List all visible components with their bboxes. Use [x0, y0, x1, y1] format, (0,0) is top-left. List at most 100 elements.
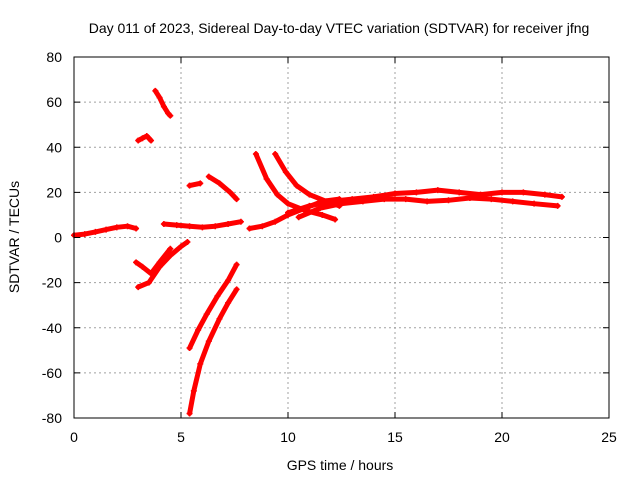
series-main-band-upper [285, 187, 565, 216]
y-tick-label: -40 [42, 320, 62, 336]
data-point [272, 218, 279, 225]
data-point [319, 211, 326, 218]
y-tick-label: -20 [42, 275, 62, 291]
data-point [184, 239, 191, 246]
series-track [285, 187, 565, 216]
data-point [143, 132, 150, 139]
data-point [160, 220, 167, 227]
data-point [274, 191, 281, 198]
data-point [306, 191, 313, 198]
x-tick-label: 5 [177, 429, 185, 445]
series-track [206, 174, 240, 202]
y-axis-label: SDTVAR / TECUs [6, 181, 22, 293]
data-point [520, 189, 527, 196]
series-early-baseline [71, 223, 140, 239]
data-point [282, 169, 289, 176]
data-point [272, 151, 279, 158]
data-point [190, 387, 197, 394]
data-point [173, 222, 180, 229]
y-tick-label: 40 [46, 139, 62, 155]
data-point [81, 231, 88, 238]
x-tick-label: 25 [601, 429, 617, 445]
data-point [246, 225, 253, 232]
series-main-band-lower [295, 195, 561, 221]
x-tick-label: 20 [494, 429, 510, 445]
data-point [317, 205, 324, 212]
data-point [148, 270, 155, 277]
data-point [233, 261, 240, 268]
data-point [167, 245, 174, 252]
data-point [152, 87, 159, 94]
y-tick-label: -60 [42, 365, 62, 381]
y-tick-label: 20 [46, 184, 62, 200]
data-point [156, 94, 163, 101]
y-tick-label: 0 [54, 230, 62, 246]
data-point [285, 209, 291, 216]
y-tick-label: -80 [42, 410, 62, 426]
data-point [216, 180, 223, 187]
series-track [187, 262, 240, 351]
data-point [139, 263, 146, 270]
data-point [197, 360, 204, 367]
data-point [259, 223, 266, 230]
x-tick-label: 10 [280, 429, 296, 445]
data-point [186, 410, 193, 417]
data-point [456, 189, 463, 196]
data-point [205, 338, 212, 345]
data-point [338, 200, 345, 207]
data-point [160, 103, 167, 110]
data-point [133, 225, 140, 232]
data-point [186, 223, 193, 230]
data-point [199, 224, 206, 231]
data-point [499, 189, 505, 196]
data-point [167, 252, 174, 259]
data-point [359, 198, 366, 205]
data-point [113, 224, 120, 231]
data-point [156, 259, 163, 266]
data-point [148, 137, 155, 144]
data-point [135, 284, 142, 291]
series-track [135, 239, 190, 290]
data-point [133, 259, 140, 266]
data-point [263, 175, 270, 182]
series-mid-flat [160, 218, 244, 231]
data-point [295, 214, 302, 221]
data-point [445, 197, 452, 204]
data-point [214, 293, 221, 300]
data-point [237, 218, 244, 225]
data-point [205, 173, 212, 180]
y-tick-label: 80 [46, 49, 62, 65]
data-point [124, 223, 131, 230]
data-point [145, 279, 152, 286]
data-point [413, 189, 420, 196]
data-point [332, 216, 339, 223]
chart-title: Day 011 of 2023, Sidereal Day-to-day VTE… [89, 20, 590, 36]
series-deep-rise-a [186, 286, 240, 417]
x-tick-label: 0 [70, 429, 78, 445]
series-arc-above-40 [135, 132, 155, 144]
data-point [225, 220, 232, 227]
data-point [92, 228, 99, 235]
data-point [541, 191, 548, 198]
data-point [212, 223, 219, 230]
data-point [554, 202, 561, 209]
data-point [167, 112, 174, 119]
data-point [252, 151, 259, 158]
series-deep-rise-b [186, 261, 240, 352]
data-point [178, 243, 184, 250]
data-point [424, 198, 431, 205]
data-point [197, 180, 204, 187]
data-point [509, 198, 516, 205]
series-negative-rise-b [133, 245, 174, 277]
x-tick-label: 15 [387, 429, 403, 445]
data-point [285, 200, 291, 207]
data-point [558, 193, 565, 200]
data-series [71, 87, 565, 417]
series-short-20-segment [186, 180, 204, 189]
data-point [225, 277, 232, 284]
data-point [466, 195, 473, 202]
series-track [135, 133, 154, 143]
data-point [225, 299, 232, 306]
data-point [139, 135, 146, 142]
